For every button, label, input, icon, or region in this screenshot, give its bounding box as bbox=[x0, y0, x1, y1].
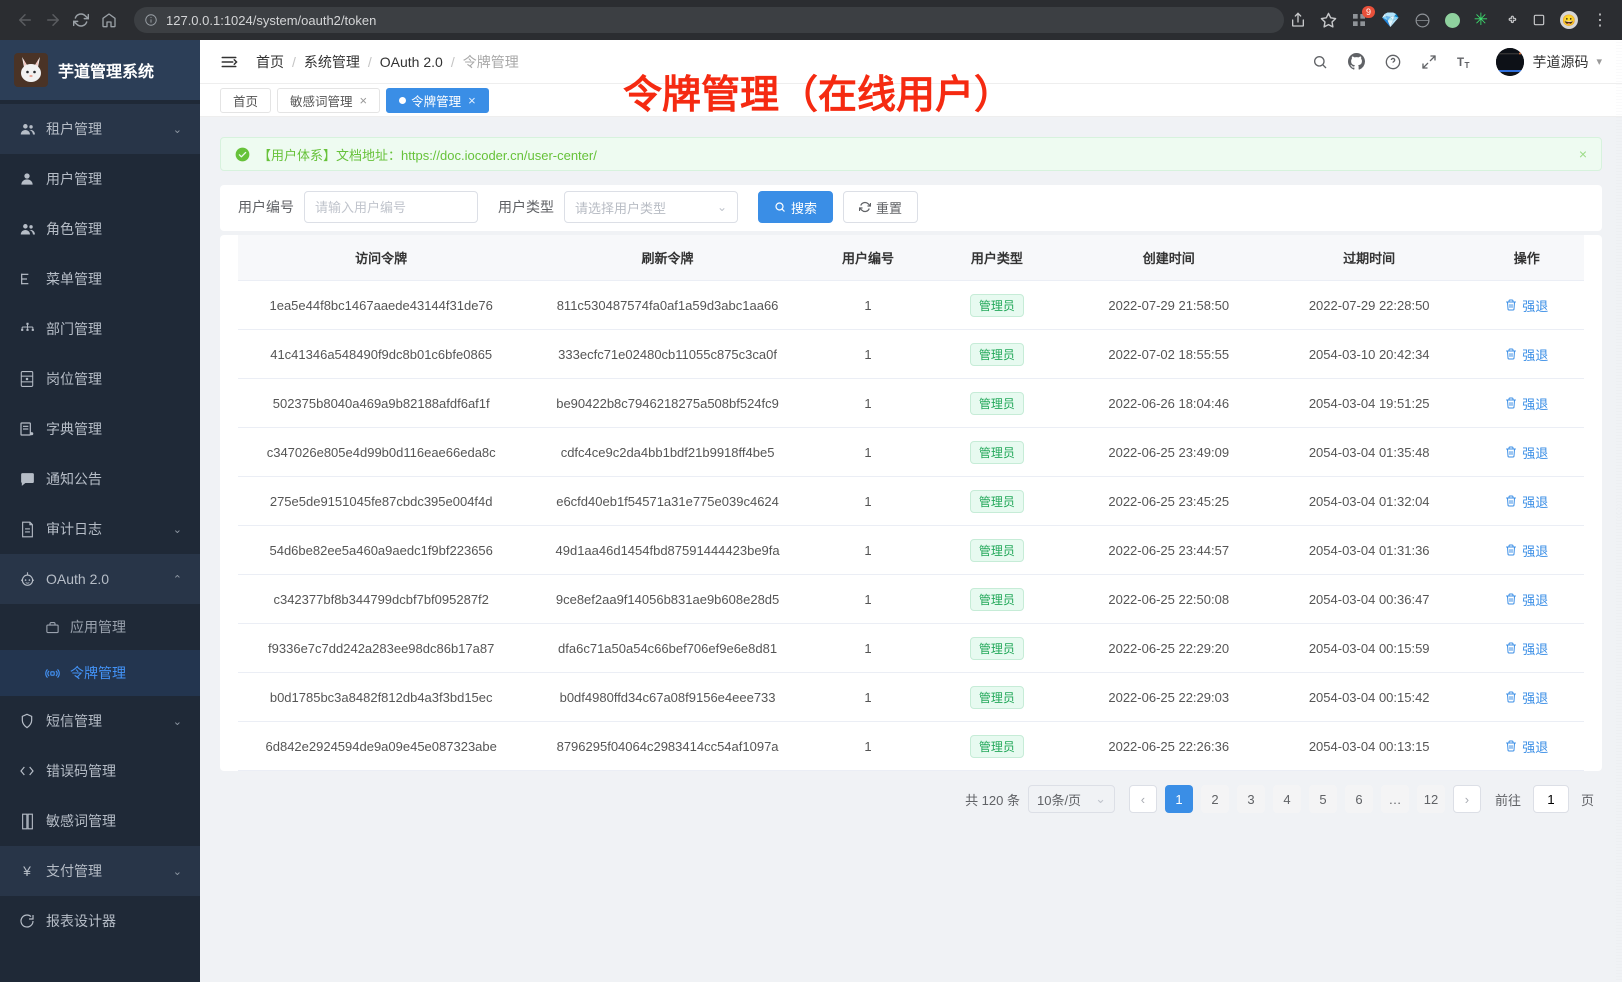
svg-text:T: T bbox=[1465, 61, 1470, 70]
svg-text:T: T bbox=[1457, 57, 1464, 69]
